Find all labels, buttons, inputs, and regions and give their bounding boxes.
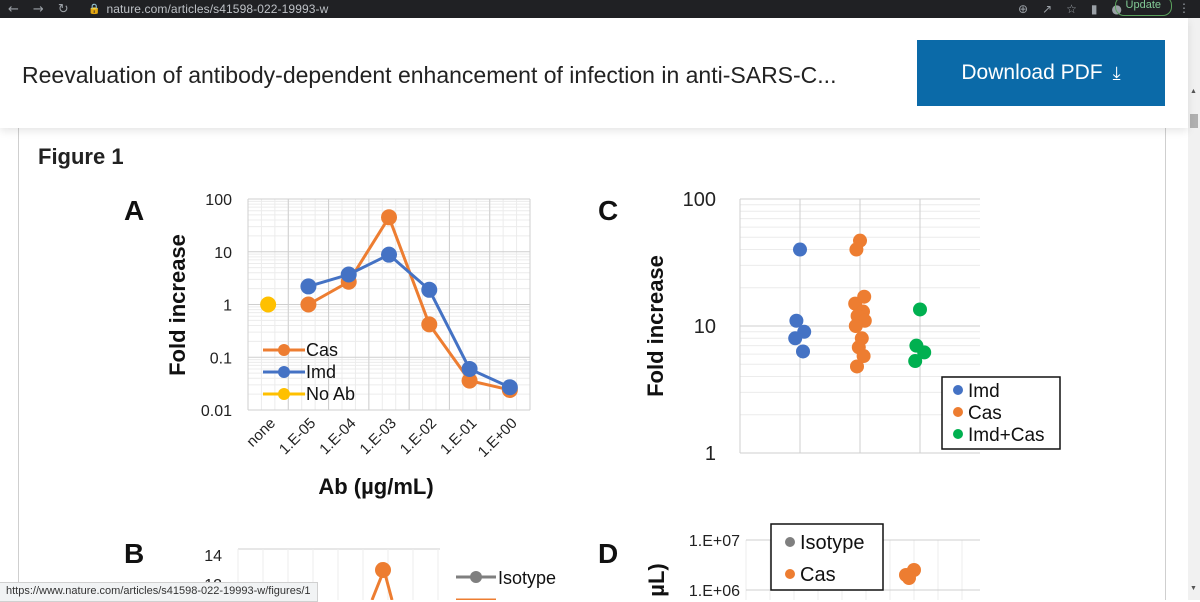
article-header: Reevaluation of antibody-dependent enhan…	[0, 18, 1188, 128]
browser-toolbar: ← → ↻ 🔒 nature.com/articles/s41598-022-1…	[0, 0, 1200, 18]
star-icon[interactable]: ☆	[1066, 2, 1077, 16]
download-icon: ⤓	[1112, 62, 1121, 84]
sidepanel-icon[interactable]: ▮	[1090, 2, 1098, 16]
update-button[interactable]: Update	[1114, 0, 1172, 16]
url-text[interactable]: nature.com/articles/s41598-022-19993-w	[106, 2, 329, 16]
forward-icon[interactable]: →	[32, 1, 44, 17]
figure-heading: Figure 1	[38, 144, 124, 169]
address-bar[interactable]: 🔒 nature.com/articles/s41598-022-19993-w	[88, 0, 328, 18]
lock-icon: 🔒	[88, 3, 101, 15]
share-icon[interactable]: ↗	[1042, 2, 1053, 16]
menu-icon[interactable]: ⋮	[1178, 1, 1190, 15]
article-title: Reevaluation of antibody-dependent enhan…	[22, 62, 837, 88]
page-scrollbar[interactable]	[1188, 18, 1200, 600]
zoom-icon[interactable]: ⊕	[1018, 2, 1029, 16]
nav-buttons: ← → ↻	[8, 0, 69, 18]
download-label: Download PDF	[961, 61, 1103, 84]
scroll-up-icon[interactable]: ▲	[1190, 88, 1197, 95]
toolbar-icons: ⊕ ↗ ☆ ▮ ●	[1018, 0, 1122, 18]
back-icon[interactable]: ←	[8, 1, 19, 17]
figure-container	[18, 128, 1166, 600]
scroll-down-icon[interactable]: ▼	[1190, 585, 1197, 592]
scroll-thumb[interactable]	[1190, 114, 1198, 128]
status-bar-url: https://www.nature.com/articles/s41598-0…	[0, 582, 318, 602]
reload-icon[interactable]: ↻	[57, 1, 69, 17]
download-pdf-button[interactable]: Download PDF ⤓	[917, 40, 1165, 106]
